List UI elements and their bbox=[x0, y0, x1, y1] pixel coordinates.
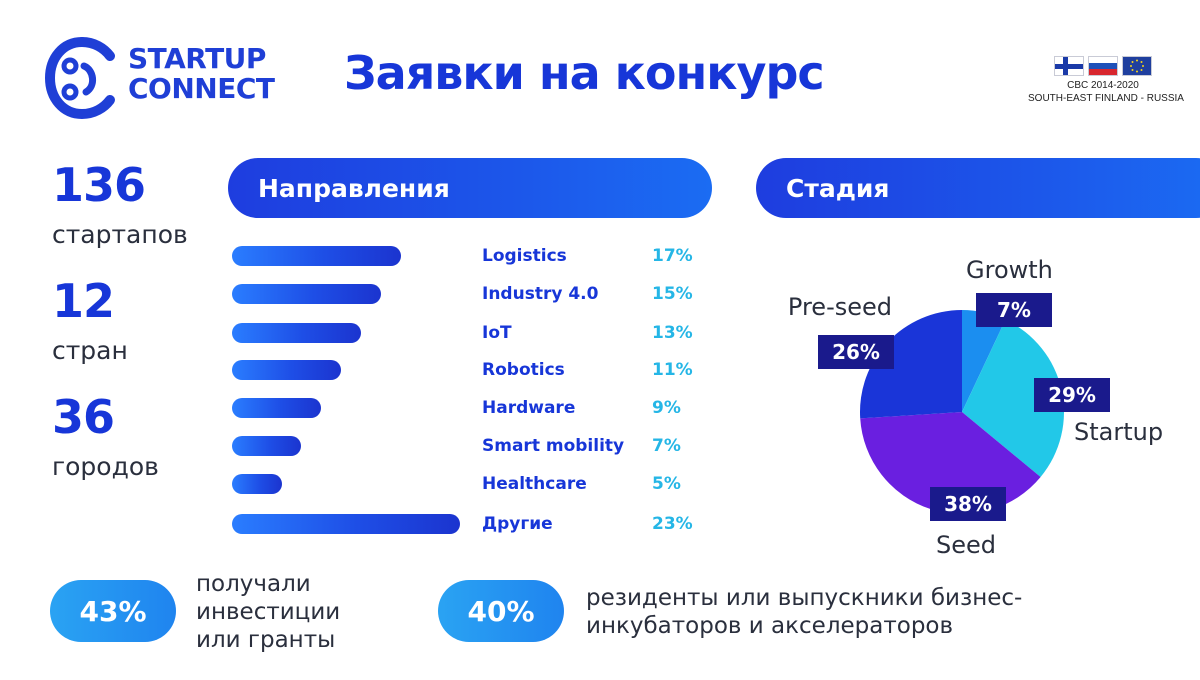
bar-robotics bbox=[232, 360, 341, 380]
countries-label: стран bbox=[52, 336, 128, 365]
flags-row bbox=[1028, 56, 1178, 76]
category-value: 5% bbox=[652, 474, 681, 494]
logo-line-1: STARTUP bbox=[128, 42, 266, 75]
category-label: IoT bbox=[482, 323, 512, 343]
bar-hardware bbox=[232, 398, 321, 418]
funded-desc-line-1: получали bbox=[196, 571, 311, 597]
funded-percent-pill: 43% bbox=[50, 580, 176, 642]
incubator-percent: 40% bbox=[467, 594, 535, 628]
page-title: Заявки на конкурс bbox=[344, 46, 825, 100]
logo-line-2: CONNECT bbox=[128, 72, 275, 105]
incubator-percent-pill: 40% bbox=[438, 580, 564, 642]
cities-label: городов bbox=[52, 452, 159, 481]
pie-value-box-startup: 29% bbox=[1034, 378, 1110, 412]
bar-logistics bbox=[232, 246, 401, 266]
program-line-1: CBC 2014-2020 bbox=[1067, 80, 1139, 91]
startup-connect-logo-icon bbox=[44, 37, 115, 120]
bar-industry-4-0 bbox=[232, 284, 381, 304]
bar-healthcare bbox=[232, 474, 282, 494]
startups-label: стартапов bbox=[52, 220, 188, 249]
pie-value-label: 26% bbox=[832, 340, 880, 364]
category-label: Smart mobility bbox=[482, 436, 625, 456]
funded-description: получали инвестиции или гранты bbox=[196, 570, 340, 654]
category-label: Industry 4.0 bbox=[482, 284, 599, 304]
pie-slice-pre-seed bbox=[860, 310, 962, 419]
incubator-description: резиденты или выпускники бизнес- инкубат… bbox=[586, 584, 1022, 640]
bar-iot bbox=[232, 323, 361, 343]
russia-flag-icon bbox=[1088, 56, 1118, 76]
category-value: 23% bbox=[652, 514, 693, 534]
category-value: 7% bbox=[652, 436, 681, 456]
stage-header: Стадия bbox=[756, 158, 1200, 218]
pie-value-label: 38% bbox=[944, 492, 992, 516]
category-label: Healthcare bbox=[482, 474, 587, 494]
incubator-desc-line-2: инкубаторов и акселераторов bbox=[586, 613, 954, 639]
pie-category-label: Startup bbox=[1074, 418, 1163, 446]
eu-flag-icon bbox=[1122, 56, 1152, 76]
bar-smart-mobility bbox=[232, 436, 301, 456]
category-value: 9% bbox=[652, 398, 681, 418]
stage-pie-chart: 7% Growth 29% Startup 38% Seed 26% Pre-seed bbox=[788, 256, 1163, 559]
pie-slice-startup bbox=[962, 319, 1064, 478]
category-value: 13% bbox=[652, 323, 693, 343]
category-label: Logistics bbox=[482, 246, 567, 266]
bar-другие bbox=[232, 514, 460, 534]
pie-value-label: 29% bbox=[1048, 383, 1096, 407]
pie-category-label: Growth bbox=[966, 256, 1053, 284]
pie-value-box-seed: 38% bbox=[930, 487, 1006, 521]
pie-value-box-growth: 7% bbox=[976, 293, 1052, 327]
pie-value-box-pre-seed: 26% bbox=[818, 335, 894, 369]
category-value: 15% bbox=[652, 284, 693, 304]
incubator-desc-line-1: резиденты или выпускники бизнес- bbox=[586, 585, 1023, 611]
program-line-2: SOUTH-EAST FINLAND - RUSSIA bbox=[1028, 93, 1184, 104]
pie-slice-growth bbox=[962, 310, 1006, 412]
funded-percent: 43% bbox=[79, 594, 147, 628]
category-label: Robotics bbox=[482, 360, 565, 380]
directions-title: Направления bbox=[258, 173, 450, 203]
program-badge: CBC 2014-2020 SOUTH-EAST FINLAND - RUSSI… bbox=[1028, 56, 1184, 105]
countries-count: 12 bbox=[52, 274, 115, 328]
category-value: 11% bbox=[652, 360, 693, 380]
cities-count: 36 bbox=[52, 390, 115, 444]
category-label: Hardware bbox=[482, 398, 576, 418]
funded-desc-line-2: инвестиции bbox=[196, 599, 341, 625]
pie-value-label: 7% bbox=[997, 298, 1031, 322]
pie-category-label: Seed bbox=[936, 531, 996, 559]
logo-wordmark: STARTUP CONNECT bbox=[128, 44, 275, 104]
category-label: Другие bbox=[482, 514, 553, 534]
funded-desc-line-3: или гранты bbox=[196, 627, 336, 653]
finland-flag-icon bbox=[1054, 56, 1084, 76]
category-value: 17% bbox=[652, 246, 693, 266]
stage-title: Стадия bbox=[786, 173, 890, 203]
startups-count: 136 bbox=[52, 158, 146, 212]
directions-header: Направления bbox=[228, 158, 712, 218]
pie-category-label: Pre-seed bbox=[788, 293, 892, 321]
